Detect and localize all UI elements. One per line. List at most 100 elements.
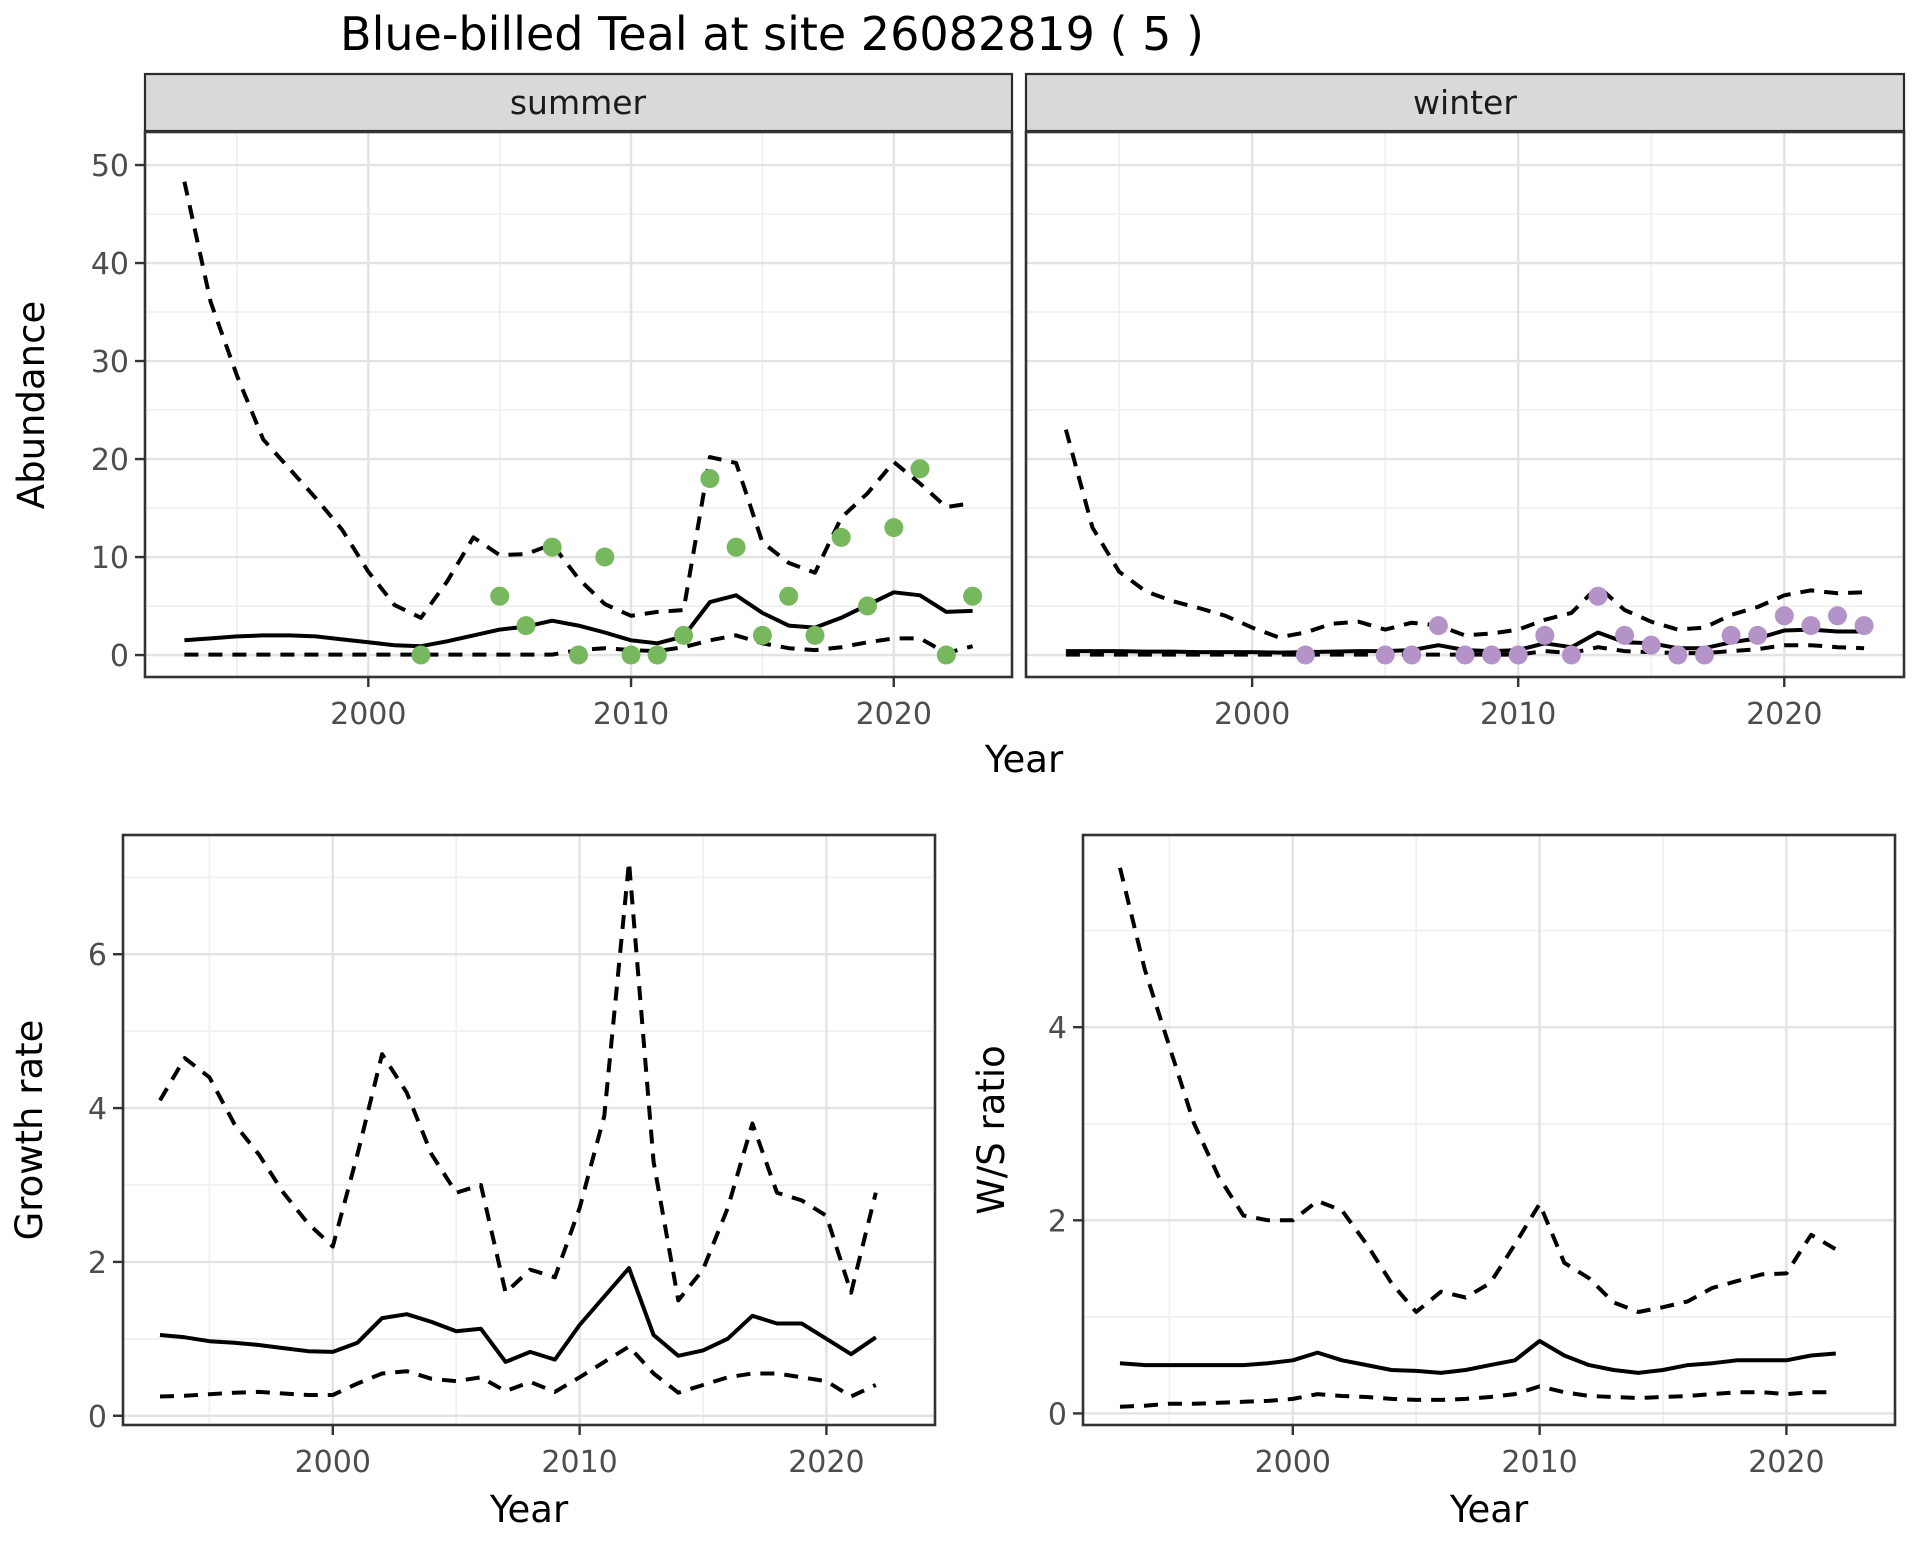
x-tick-label: 2010 [541, 1445, 617, 1480]
observed-summer-point [779, 586, 799, 606]
y-tick-label: 30 [91, 345, 129, 380]
observed-winter-point [1482, 645, 1502, 665]
x-tick-label: 2010 [1501, 1445, 1577, 1480]
observed-winter-point [1508, 645, 1528, 665]
summer-upper-ci-line [182, 181, 973, 620]
observed-winter-point [1748, 625, 1768, 645]
ws-lower-ci-line [1119, 1384, 1836, 1409]
observed-summer-point [752, 625, 772, 645]
observed-winter-points [1295, 586, 1874, 665]
facet-strip-summer-label: summer [510, 83, 647, 122]
winter-lower-ci-line [1065, 643, 1865, 657]
growth-lower-ci-line [159, 1344, 877, 1399]
x-tick-label: 2020 [1748, 1445, 1824, 1480]
y-tick-label: 4 [88, 1092, 107, 1127]
x-axis-title-year-bottom-left: Year [489, 1488, 569, 1531]
y-axis-title-abundance: Abundance [10, 301, 53, 509]
observed-summer-point [963, 586, 983, 606]
observed-summer-point [936, 645, 956, 665]
x-axis-title-year-bottom-right: Year [1449, 1488, 1529, 1531]
observed-winter-point [1641, 635, 1661, 655]
observed-winter-point [1854, 616, 1874, 636]
facet-strip-winter-label: winter [1413, 83, 1517, 122]
panel-border-summer [143, 130, 1014, 679]
observed-winter-point [1402, 645, 1422, 665]
observed-winter-point [1615, 625, 1635, 645]
observed-summer-point [595, 547, 615, 567]
summer-median-line [184, 590, 973, 649]
observed-summer-point [884, 518, 904, 538]
observed-summer-point [805, 625, 825, 645]
observed-winter-point [1428, 616, 1448, 636]
observed-summer-point [569, 645, 588, 665]
observed-summer-point [858, 596, 877, 616]
ws-median-line [1119, 1339, 1836, 1375]
panel-winter: 2000 2010 2020 [1024, 130, 1906, 732]
observed-winter-point [1695, 645, 1714, 665]
x-tick-label: 2000 [330, 697, 406, 732]
panel-border-growth [121, 833, 937, 1427]
y-tick-label: 50 [91, 149, 129, 184]
x-tick-label: 2000 [1214, 697, 1290, 732]
y-tick-label: 2 [88, 1246, 107, 1281]
y-tick-label: 2 [1048, 1204, 1067, 1239]
observed-winter-point [1721, 625, 1741, 645]
observed-summer-point [490, 586, 510, 606]
x-tick-label: 2020 [856, 697, 932, 732]
facet-strip-summer-bg [143, 72, 1014, 133]
x-tick-label: 2010 [1480, 697, 1556, 732]
growth-upper-ci-line [158, 859, 878, 1303]
growth-median-line [159, 1266, 877, 1364]
x-tick-label: 2000 [1255, 1445, 1331, 1480]
panel-growth: 2000 2010 2020 0 2 4 6 [88, 833, 937, 1480]
observed-winter-point [1535, 625, 1555, 645]
observed-winter-point [1375, 645, 1395, 665]
x-axis-title-year-top: Year [984, 738, 1064, 781]
observed-summer-point [647, 645, 667, 665]
observed-summer-point [674, 625, 694, 645]
observed-summer-points [411, 459, 983, 665]
facet-strip-winter: winter [1024, 72, 1906, 133]
winter-upper-ci-line [1063, 429, 1865, 640]
observed-winter-point [1455, 645, 1475, 665]
observed-summer-point [621, 645, 641, 665]
chart-title: Blue-billed Teal at site 26082819 ( 5 ) [340, 7, 1204, 61]
ws-upper-ci-line [1118, 867, 1837, 1314]
observed-winter-point [1774, 606, 1794, 626]
observed-winter-point [1588, 586, 1608, 606]
y-tick-label: 0 [1048, 1397, 1067, 1432]
observed-winter-point [1295, 645, 1315, 665]
observed-summer-point [831, 527, 851, 547]
observed-summer-point [910, 459, 930, 479]
y-axis-title-growth-rate: Growth rate [8, 1020, 51, 1241]
panel-border-ws [1081, 833, 1897, 1427]
observed-summer-point [700, 469, 720, 489]
observed-summer-point [542, 537, 562, 557]
y-tick-label: 6 [88, 938, 107, 973]
y-axis-title-ws-ratio: W/S ratio [970, 1045, 1013, 1215]
panel-ws: 2000 2010 2020 0 2 4 [1048, 833, 1897, 1480]
x-tick-label: 2020 [788, 1445, 864, 1480]
facet-strip-summer: summer [143, 72, 1014, 133]
x-tick-label: 2020 [1746, 697, 1822, 732]
observed-winter-point [1801, 616, 1821, 636]
panel-summer: 2000 2010 2020 0 10 20 30 40 50 [91, 130, 1014, 732]
x-tick-label: 2000 [295, 1445, 371, 1480]
y-tick-label: 0 [110, 639, 129, 674]
observed-winter-point [1668, 645, 1688, 665]
x-tick-label: 2010 [593, 697, 669, 732]
y-tick-label: 40 [91, 247, 129, 282]
y-tick-label: 20 [91, 443, 129, 478]
observed-summer-point [726, 537, 746, 557]
y-tick-label: 4 [1048, 1011, 1067, 1046]
panel-border-winter [1024, 130, 1906, 679]
y-tick-label: 0 [88, 1400, 107, 1435]
observed-winter-point [1828, 606, 1847, 626]
observed-summer-point [411, 645, 431, 665]
facet-strip-winter-bg [1024, 72, 1906, 133]
observed-winter-point [1561, 645, 1581, 665]
observed-summer-point [516, 616, 536, 636]
